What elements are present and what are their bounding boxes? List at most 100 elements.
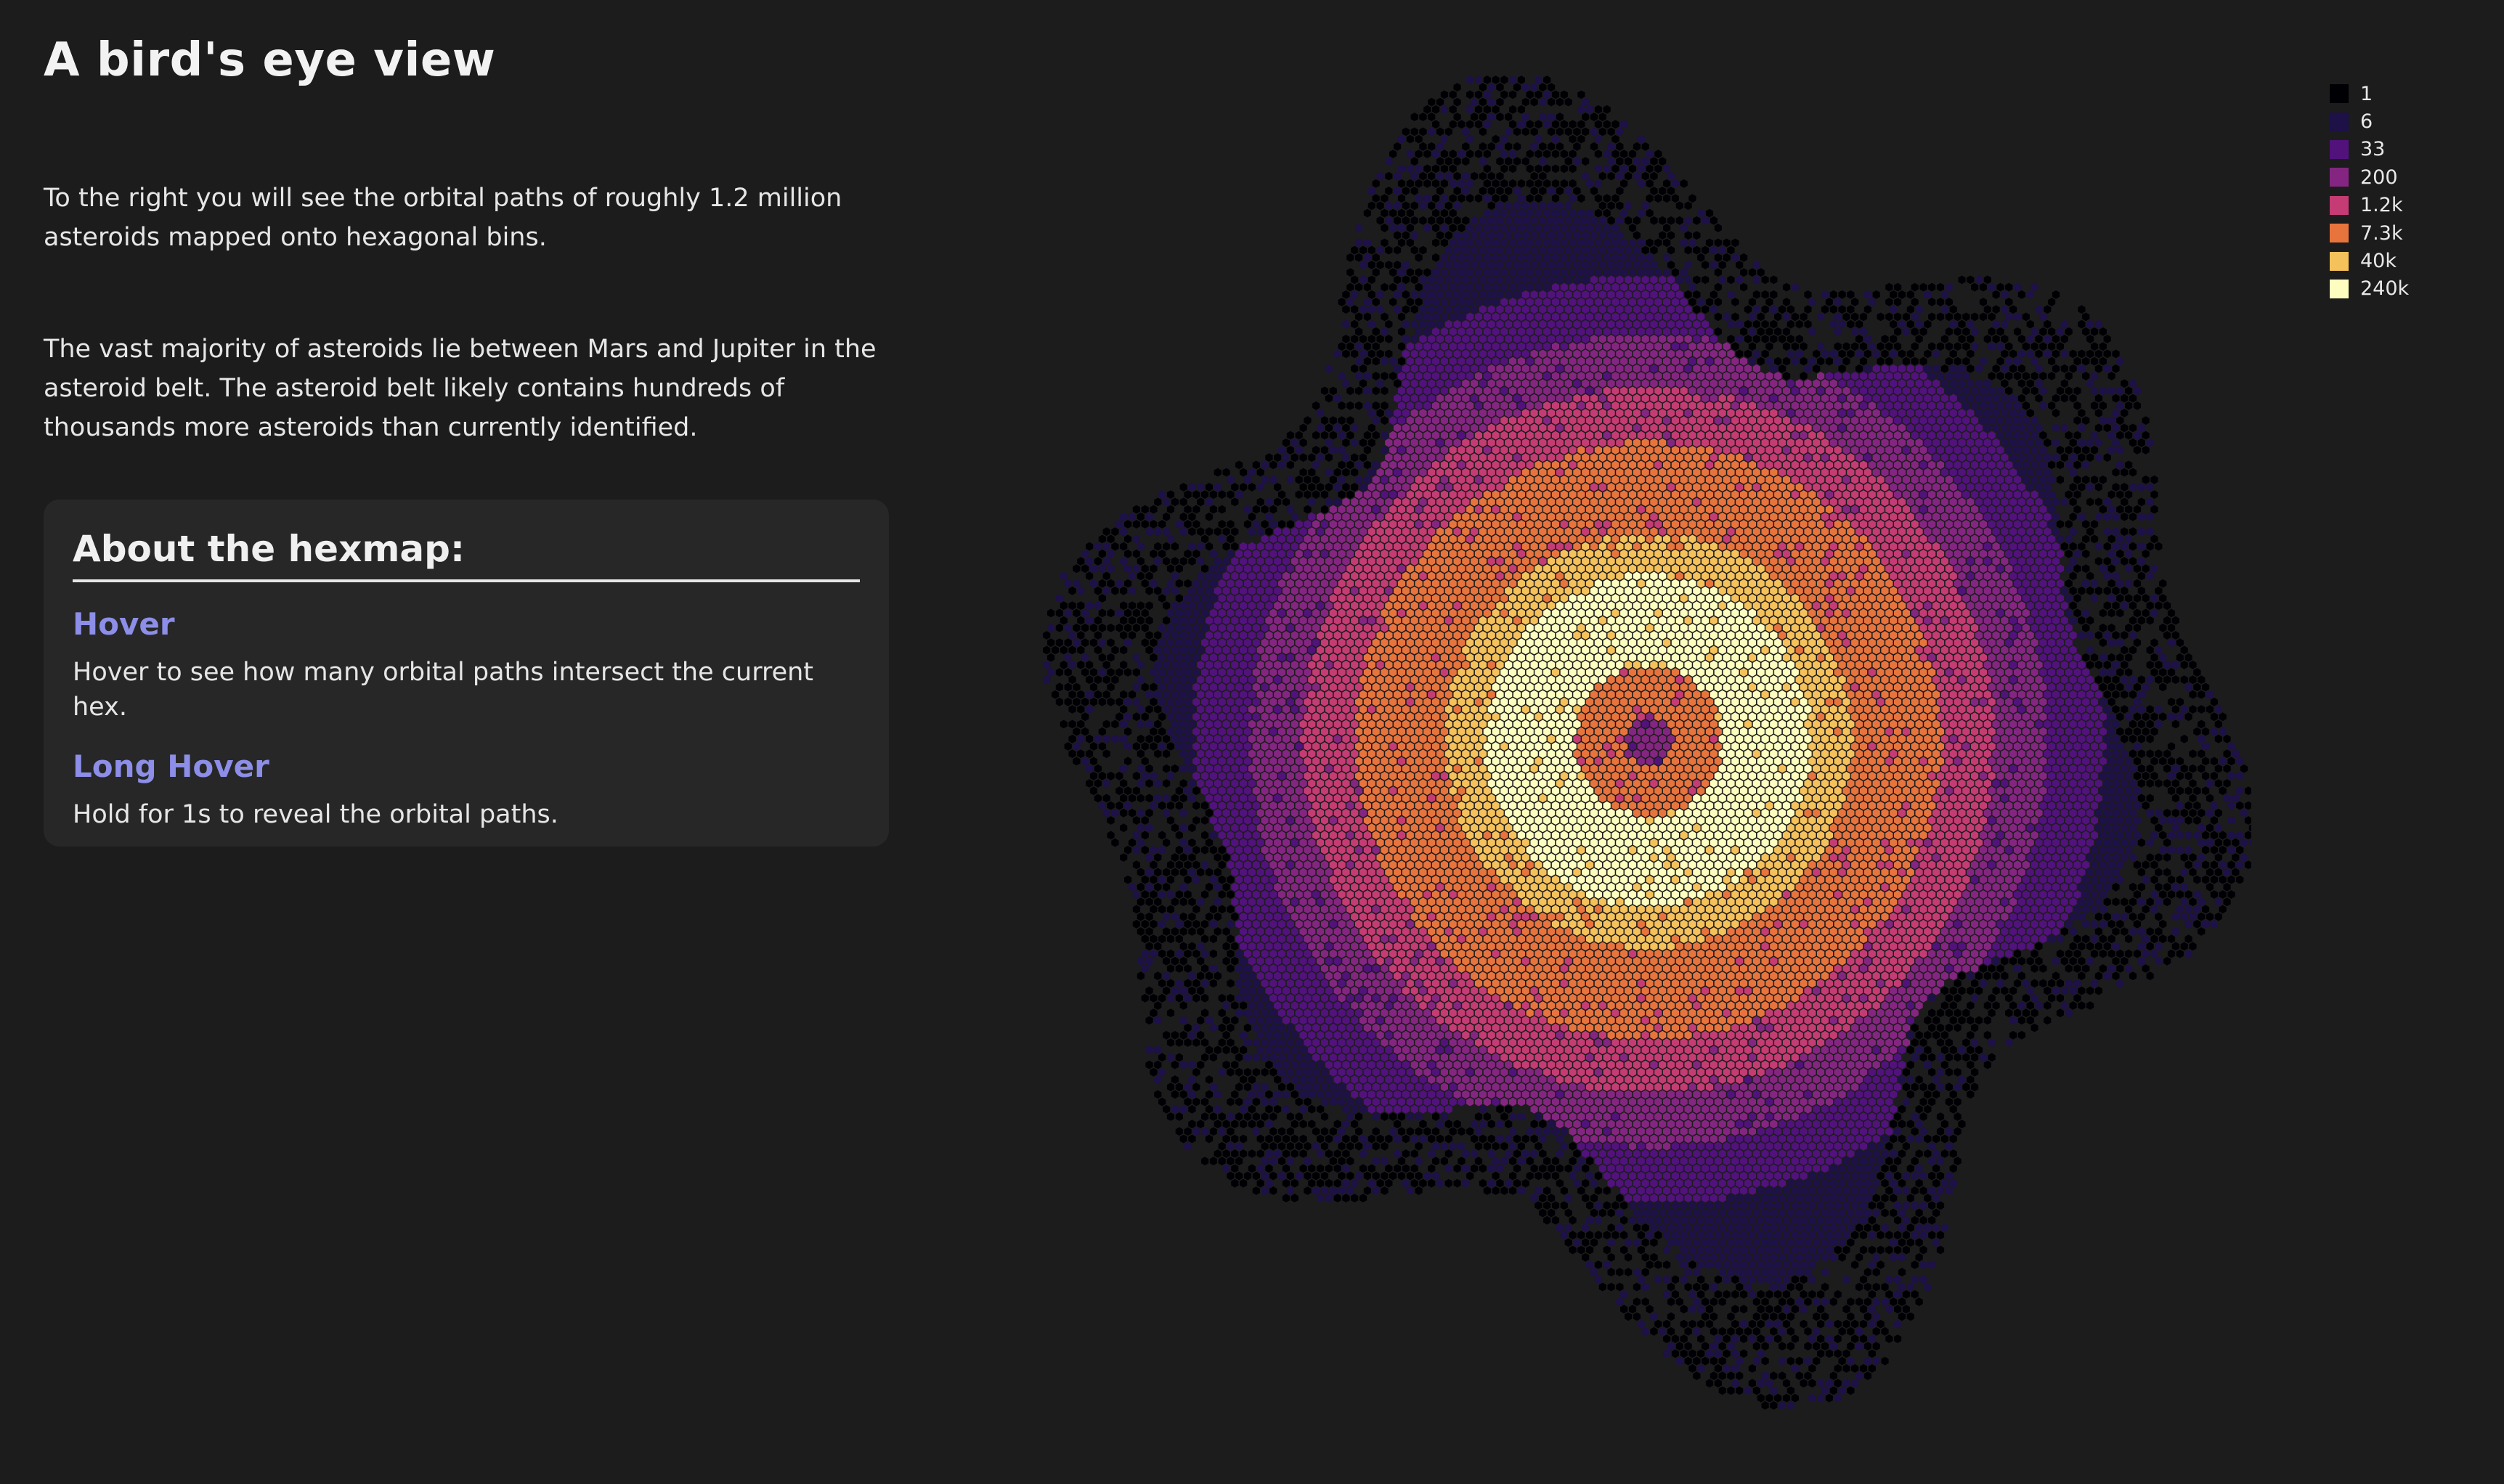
hex-bin[interactable] (2013, 401, 2022, 410)
hex-bin[interactable] (2017, 527, 2025, 537)
hex-bin[interactable] (1428, 216, 1436, 225)
hex-bin[interactable] (1248, 512, 1256, 521)
hex-bin[interactable] (2112, 601, 2120, 611)
hex-bin[interactable] (1449, 150, 1457, 158)
hex-bin[interactable] (1458, 356, 1466, 366)
hex-bin[interactable] (1505, 349, 1513, 359)
hex-bin[interactable] (1693, 275, 1701, 285)
hex-bin[interactable] (1397, 224, 1406, 232)
hex-bin[interactable] (1500, 401, 1508, 410)
hex-bin[interactable] (1505, 379, 1513, 388)
hex-bin[interactable] (1436, 127, 1444, 136)
hex-bin[interactable] (1594, 298, 1602, 306)
hex-bin[interactable] (2094, 394, 2102, 403)
hex-bin[interactable] (1483, 520, 1491, 529)
hex-bin[interactable] (1688, 579, 1696, 588)
hex-bin[interactable] (1967, 586, 1975, 595)
hex-bin[interactable] (1620, 356, 1628, 366)
hex-bin[interactable] (1120, 512, 1128, 521)
hex-bin[interactable] (1859, 549, 1868, 558)
hex-bin[interactable] (1992, 438, 2000, 447)
hex-bin[interactable] (1872, 512, 1880, 521)
hex-bin[interactable] (1521, 394, 1529, 403)
hex-bin[interactable] (1684, 319, 1692, 329)
hex-bin[interactable] (1958, 364, 1966, 373)
hex-bin[interactable] (1436, 171, 1444, 181)
hex-bin[interactable] (1496, 512, 1504, 521)
hex-bin[interactable] (1509, 401, 1517, 410)
hex-bin[interactable] (1752, 453, 1760, 462)
hex-bin[interactable] (2107, 534, 2115, 544)
hex-bin[interactable] (1646, 253, 1654, 262)
hex-bin[interactable] (2060, 497, 2068, 507)
hex-bin[interactable] (1423, 416, 1431, 425)
hex-bin[interactable] (1765, 431, 1773, 440)
hex-bin[interactable] (1688, 431, 1696, 440)
hex-bin[interactable] (1548, 290, 1556, 299)
hex-bin[interactable] (1505, 527, 1513, 537)
hex-bin[interactable] (1372, 475, 1380, 484)
hex-bin[interactable] (1877, 490, 1885, 500)
hex-bin[interactable] (1817, 549, 1825, 558)
hex-bin[interactable] (1800, 549, 1808, 558)
hex-bin[interactable] (1551, 90, 1560, 99)
hex-bin[interactable] (1444, 394, 1452, 403)
hex-bin[interactable] (2005, 549, 2013, 558)
hex-bin[interactable] (1988, 534, 1996, 544)
hex-bin[interactable] (1795, 557, 1803, 566)
hex-bin[interactable] (1761, 468, 1769, 477)
hex-bin[interactable] (1757, 446, 1765, 454)
hex-bin[interactable] (1539, 245, 1547, 255)
hex-bin[interactable] (1333, 586, 1341, 595)
hex-bin[interactable] (1500, 76, 1508, 84)
hex-bin[interactable] (1885, 608, 1893, 618)
hex-bin[interactable] (1962, 579, 1970, 588)
hex-bin[interactable] (2022, 401, 2030, 410)
hex-bin[interactable] (1654, 386, 1662, 396)
hex-bin[interactable] (1534, 594, 1542, 603)
hex-bin[interactable] (1410, 364, 1418, 373)
hex-bin[interactable] (1509, 608, 1517, 618)
hex-bin[interactable] (1517, 372, 1525, 380)
hex-bin[interactable] (2031, 460, 2038, 470)
hex-bin[interactable] (1603, 564, 1611, 574)
hex-bin[interactable] (1791, 416, 1799, 425)
hex-bin[interactable] (1526, 90, 1534, 99)
hex-bin[interactable] (1483, 416, 1491, 425)
hex-bin[interactable] (1992, 290, 2000, 299)
hex-bin[interactable] (1902, 460, 1910, 470)
hex-bin[interactable] (2082, 446, 2090, 454)
hex-bin[interactable] (2112, 483, 2120, 492)
hex-bin[interactable] (1702, 468, 1710, 477)
hex-bin[interactable] (1590, 527, 1598, 537)
hex-bin[interactable] (1671, 564, 1679, 574)
hex-bin[interactable] (1779, 423, 1786, 433)
hex-bin[interactable] (1548, 142, 1556, 151)
hex-bin[interactable] (1868, 520, 1876, 529)
hex-bin[interactable] (1954, 342, 1962, 351)
hex-bin[interactable] (1564, 305, 1572, 314)
hex-bin[interactable] (1718, 261, 1726, 269)
hex-bin[interactable] (1740, 386, 1748, 396)
hex-bin[interactable] (1338, 520, 1346, 529)
hex-bin[interactable] (2017, 394, 2025, 403)
hex-bin[interactable] (2052, 453, 2060, 462)
hex-bin[interactable] (1633, 497, 1641, 507)
hex-bin[interactable] (1633, 171, 1641, 181)
hex-bin[interactable] (1517, 312, 1525, 322)
hex-bin[interactable] (1915, 483, 1923, 492)
hex-bin[interactable] (1479, 231, 1487, 240)
hex-bin[interactable] (1710, 601, 1718, 611)
hex-bin[interactable] (1534, 312, 1542, 322)
hex-bin[interactable] (1432, 549, 1440, 558)
hex-bin[interactable] (1611, 460, 1619, 470)
hex-bin[interactable] (1265, 497, 1273, 507)
hex-bin[interactable] (1607, 453, 1615, 462)
hex-bin[interactable] (1367, 468, 1375, 477)
hex-bin[interactable] (2035, 394, 2043, 403)
hex-bin[interactable] (1500, 342, 1508, 351)
hex-bin[interactable] (1526, 401, 1534, 410)
hex-bin[interactable] (1509, 549, 1517, 558)
hex-bin[interactable] (1415, 460, 1423, 470)
hex-bin[interactable] (1428, 438, 1436, 447)
